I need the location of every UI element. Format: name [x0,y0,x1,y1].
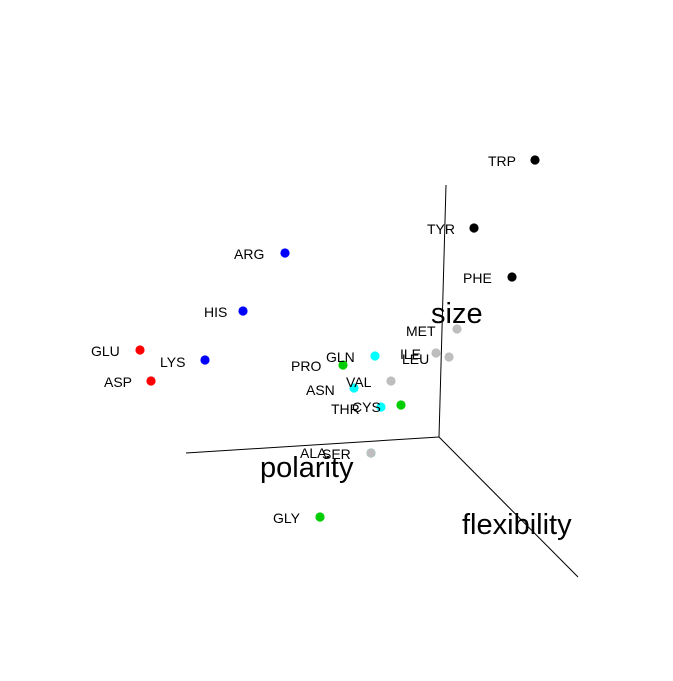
point-label-ala: ALA [300,445,327,461]
point-pro [338,360,348,370]
size-axis-line [438,184,447,438]
axes [185,184,579,578]
point-tyr [469,223,479,233]
point-gln [370,351,380,361]
point-label-lys: LYS [160,354,185,370]
point-gly [315,512,325,522]
point-asp [146,376,156,386]
point-label-cys: CYS [352,399,381,415]
point-label-asp: ASP [104,374,132,390]
point-met [452,324,462,334]
point-label-his: HIS [204,304,227,320]
point-val [386,376,396,386]
point-label-gly: GLY [273,510,301,526]
point-ala [366,448,376,458]
point-label-leu: LEU [402,351,429,367]
polarity-axis-title: polarity [260,452,354,484]
point-lys [200,355,210,365]
point-label-arg: ARG [234,246,264,262]
point-cys [396,400,406,410]
point-label-pro: PRO [291,358,321,374]
point-label-met: MET [406,323,436,339]
size-axis-title: size [431,298,483,330]
labels-layer: TRP TYR PHE ARG HIS LYS GLU ASP PRO CYS GLY GLN ASN T… [91,153,516,526]
point-arg [280,248,290,258]
flexibility-axis-line [438,436,579,578]
point-label-thr: THR [331,401,360,417]
point-phe [507,272,517,282]
point-label-phe: PHE [463,270,492,286]
point-label-trp: TRP [488,153,516,169]
point-ile [431,348,441,358]
point-thr [376,402,386,412]
point-label-val: VAL [346,374,372,390]
point-label-glu: GLU [91,343,120,359]
point-label-gln: GLN [326,349,355,365]
point-label-asn: ASN [306,382,335,398]
flexibility-axis-title: flexibility [462,509,572,541]
point-leu [444,352,454,362]
point-trp [530,155,540,165]
point-asn [349,383,359,393]
polarity-axis-line [185,436,440,454]
points-layer [135,155,540,522]
point-label-ile: ILE [400,346,421,362]
point-his [238,306,248,316]
point-glu [135,345,145,355]
point-label-tyr: TYR [427,221,455,237]
point-label-ser: SER [322,446,351,462]
